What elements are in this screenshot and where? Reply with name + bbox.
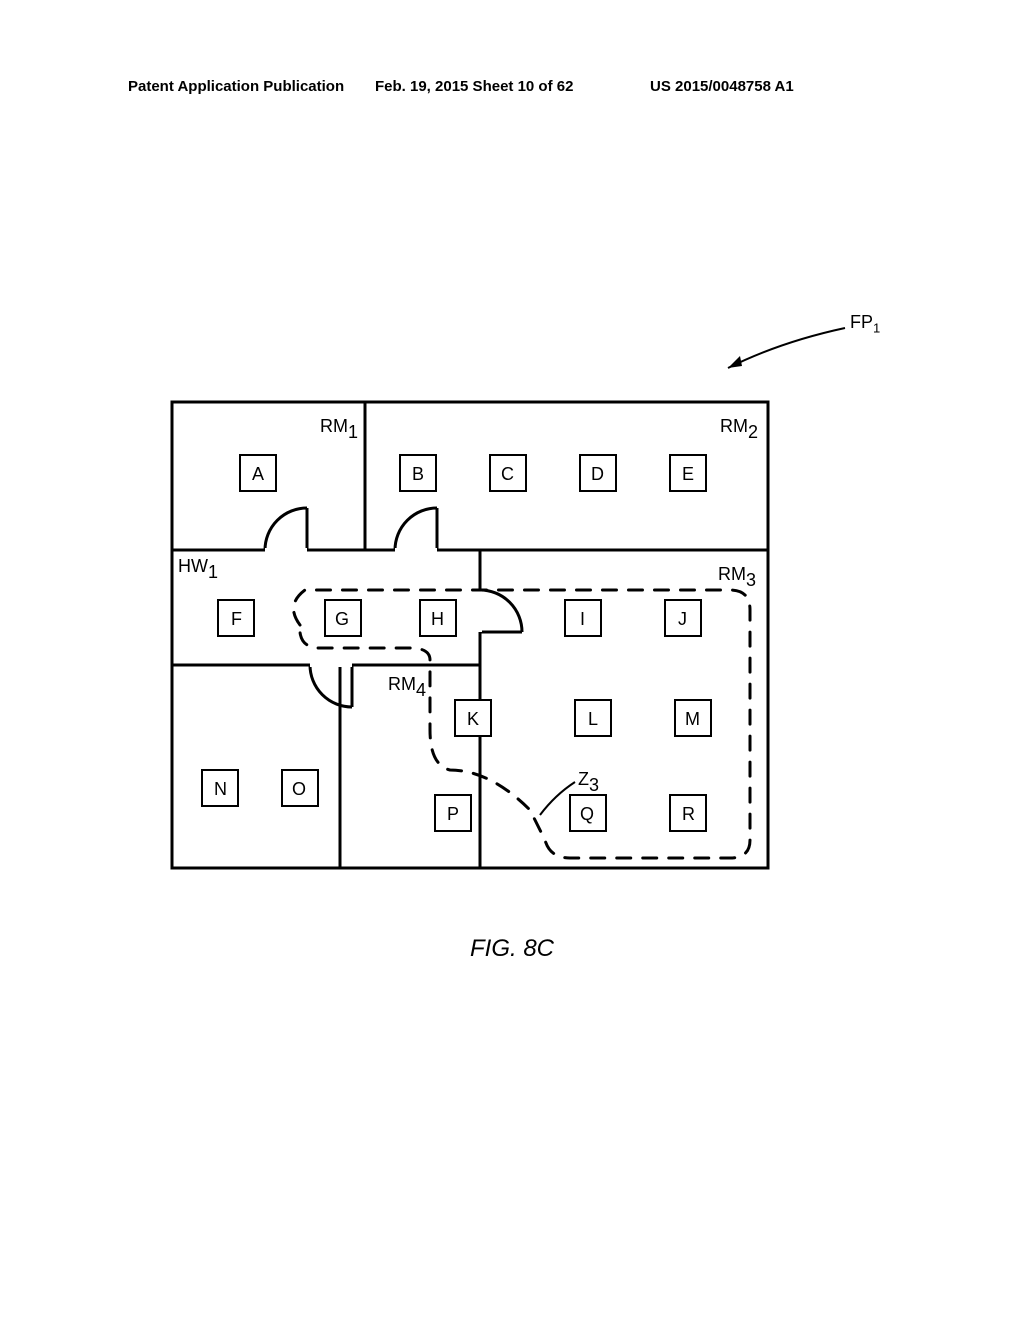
node-K: K [455, 700, 491, 736]
svg-text:M: M [685, 709, 700, 729]
node-Q: Q [570, 795, 606, 831]
node-E: E [670, 455, 706, 491]
header-publisher: Patent Application Publication [128, 78, 344, 95]
svg-text:F: F [231, 609, 242, 629]
svg-text:Q: Q [580, 804, 594, 824]
node-O: O [282, 770, 318, 806]
node-F: F [218, 600, 254, 636]
svg-text:C: C [501, 464, 514, 484]
node-L: L [575, 700, 611, 736]
svg-text:B: B [412, 464, 424, 484]
node-H: H [420, 600, 456, 636]
svg-text:A: A [252, 464, 264, 484]
svg-text:N: N [214, 779, 227, 799]
page: Patent Application Publication Feb. 19, … [0, 0, 1024, 1320]
node-A: A [240, 455, 276, 491]
node-J: J [665, 600, 701, 636]
header-date-sheet: Feb. 19, 2015 Sheet 10 of 62 [375, 78, 573, 95]
svg-text:E: E [682, 464, 694, 484]
fp-label-sub: 1 [873, 321, 880, 336]
node-C: C [490, 455, 526, 491]
svg-text:D: D [591, 464, 604, 484]
node-R: R [670, 795, 706, 831]
header-pubnum: US 2015/0048758 A1 [650, 78, 794, 95]
fp-label-text: FP [850, 312, 873, 332]
node-D: D [580, 455, 616, 491]
floorplan-diagram: RM1 RM2 HW1 RM3 RM4 Z3 A B C D E F G H I… [170, 400, 770, 870]
node-B: B [400, 455, 436, 491]
node-M: M [675, 700, 711, 736]
svg-text:O: O [292, 779, 306, 799]
fp-pointer: FP1 [720, 320, 900, 360]
svg-text:G: G [335, 609, 349, 629]
svg-text:H: H [431, 609, 444, 629]
node-I: I [565, 600, 601, 636]
svg-text:L: L [588, 709, 598, 729]
node-N: N [202, 770, 238, 806]
node-G: G [325, 600, 361, 636]
svg-text:K: K [467, 709, 479, 729]
svg-text:J: J [678, 609, 687, 629]
svg-text:I: I [580, 609, 585, 629]
svg-text:P: P [447, 804, 459, 824]
svg-text:R: R [682, 804, 695, 824]
figure-caption: FIG. 8C [0, 935, 1024, 963]
fp-label: FP1 [850, 312, 880, 336]
node-P: P [435, 795, 471, 831]
